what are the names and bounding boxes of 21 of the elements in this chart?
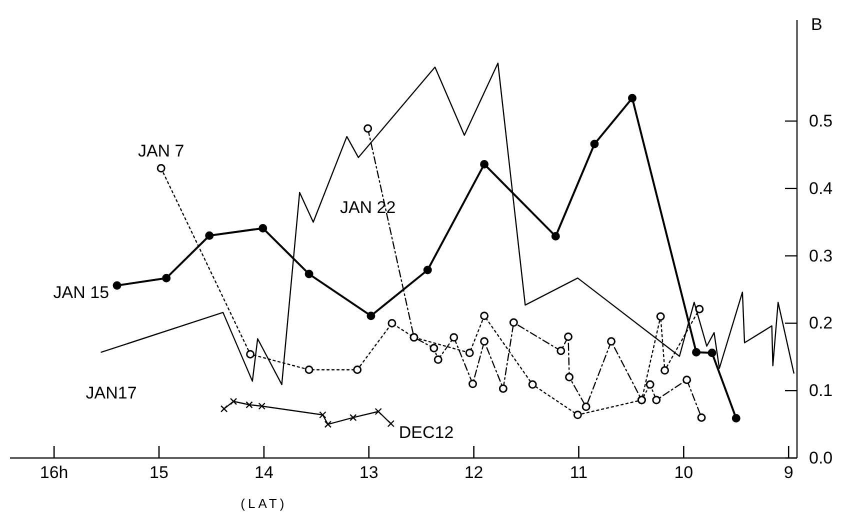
y-tick-label: 0.4 (809, 178, 833, 198)
x-tick-label: 15 (150, 463, 168, 482)
series-label: JAN 22 (340, 198, 396, 217)
x-tick-label: 12 (464, 463, 484, 482)
x-tick-label: 13 (359, 463, 378, 482)
series-label: JAN 7 (138, 142, 184, 161)
x-axis-title: (LAT) (240, 496, 288, 511)
y-tick-label: 0.1 (809, 381, 833, 400)
x-tick-label: 11 (570, 463, 588, 482)
x-tick-label: 10 (674, 463, 694, 482)
y-tick-label: 0.0 (809, 448, 833, 468)
series-label: DEC12 (398, 423, 454, 442)
x-tick-label: 14 (254, 463, 274, 482)
y-tick-label: 0.2 (809, 314, 833, 333)
text: JAN17 (86, 384, 137, 403)
x-tick-label: 16h (40, 463, 68, 482)
x-tick-label: 9 (784, 463, 794, 482)
y-tick-label: 0.3 (809, 246, 833, 266)
y-tick-label: 0.5 (809, 112, 833, 131)
y-axis-title: B (811, 15, 822, 34)
series-label: JAN 15 (53, 282, 110, 302)
